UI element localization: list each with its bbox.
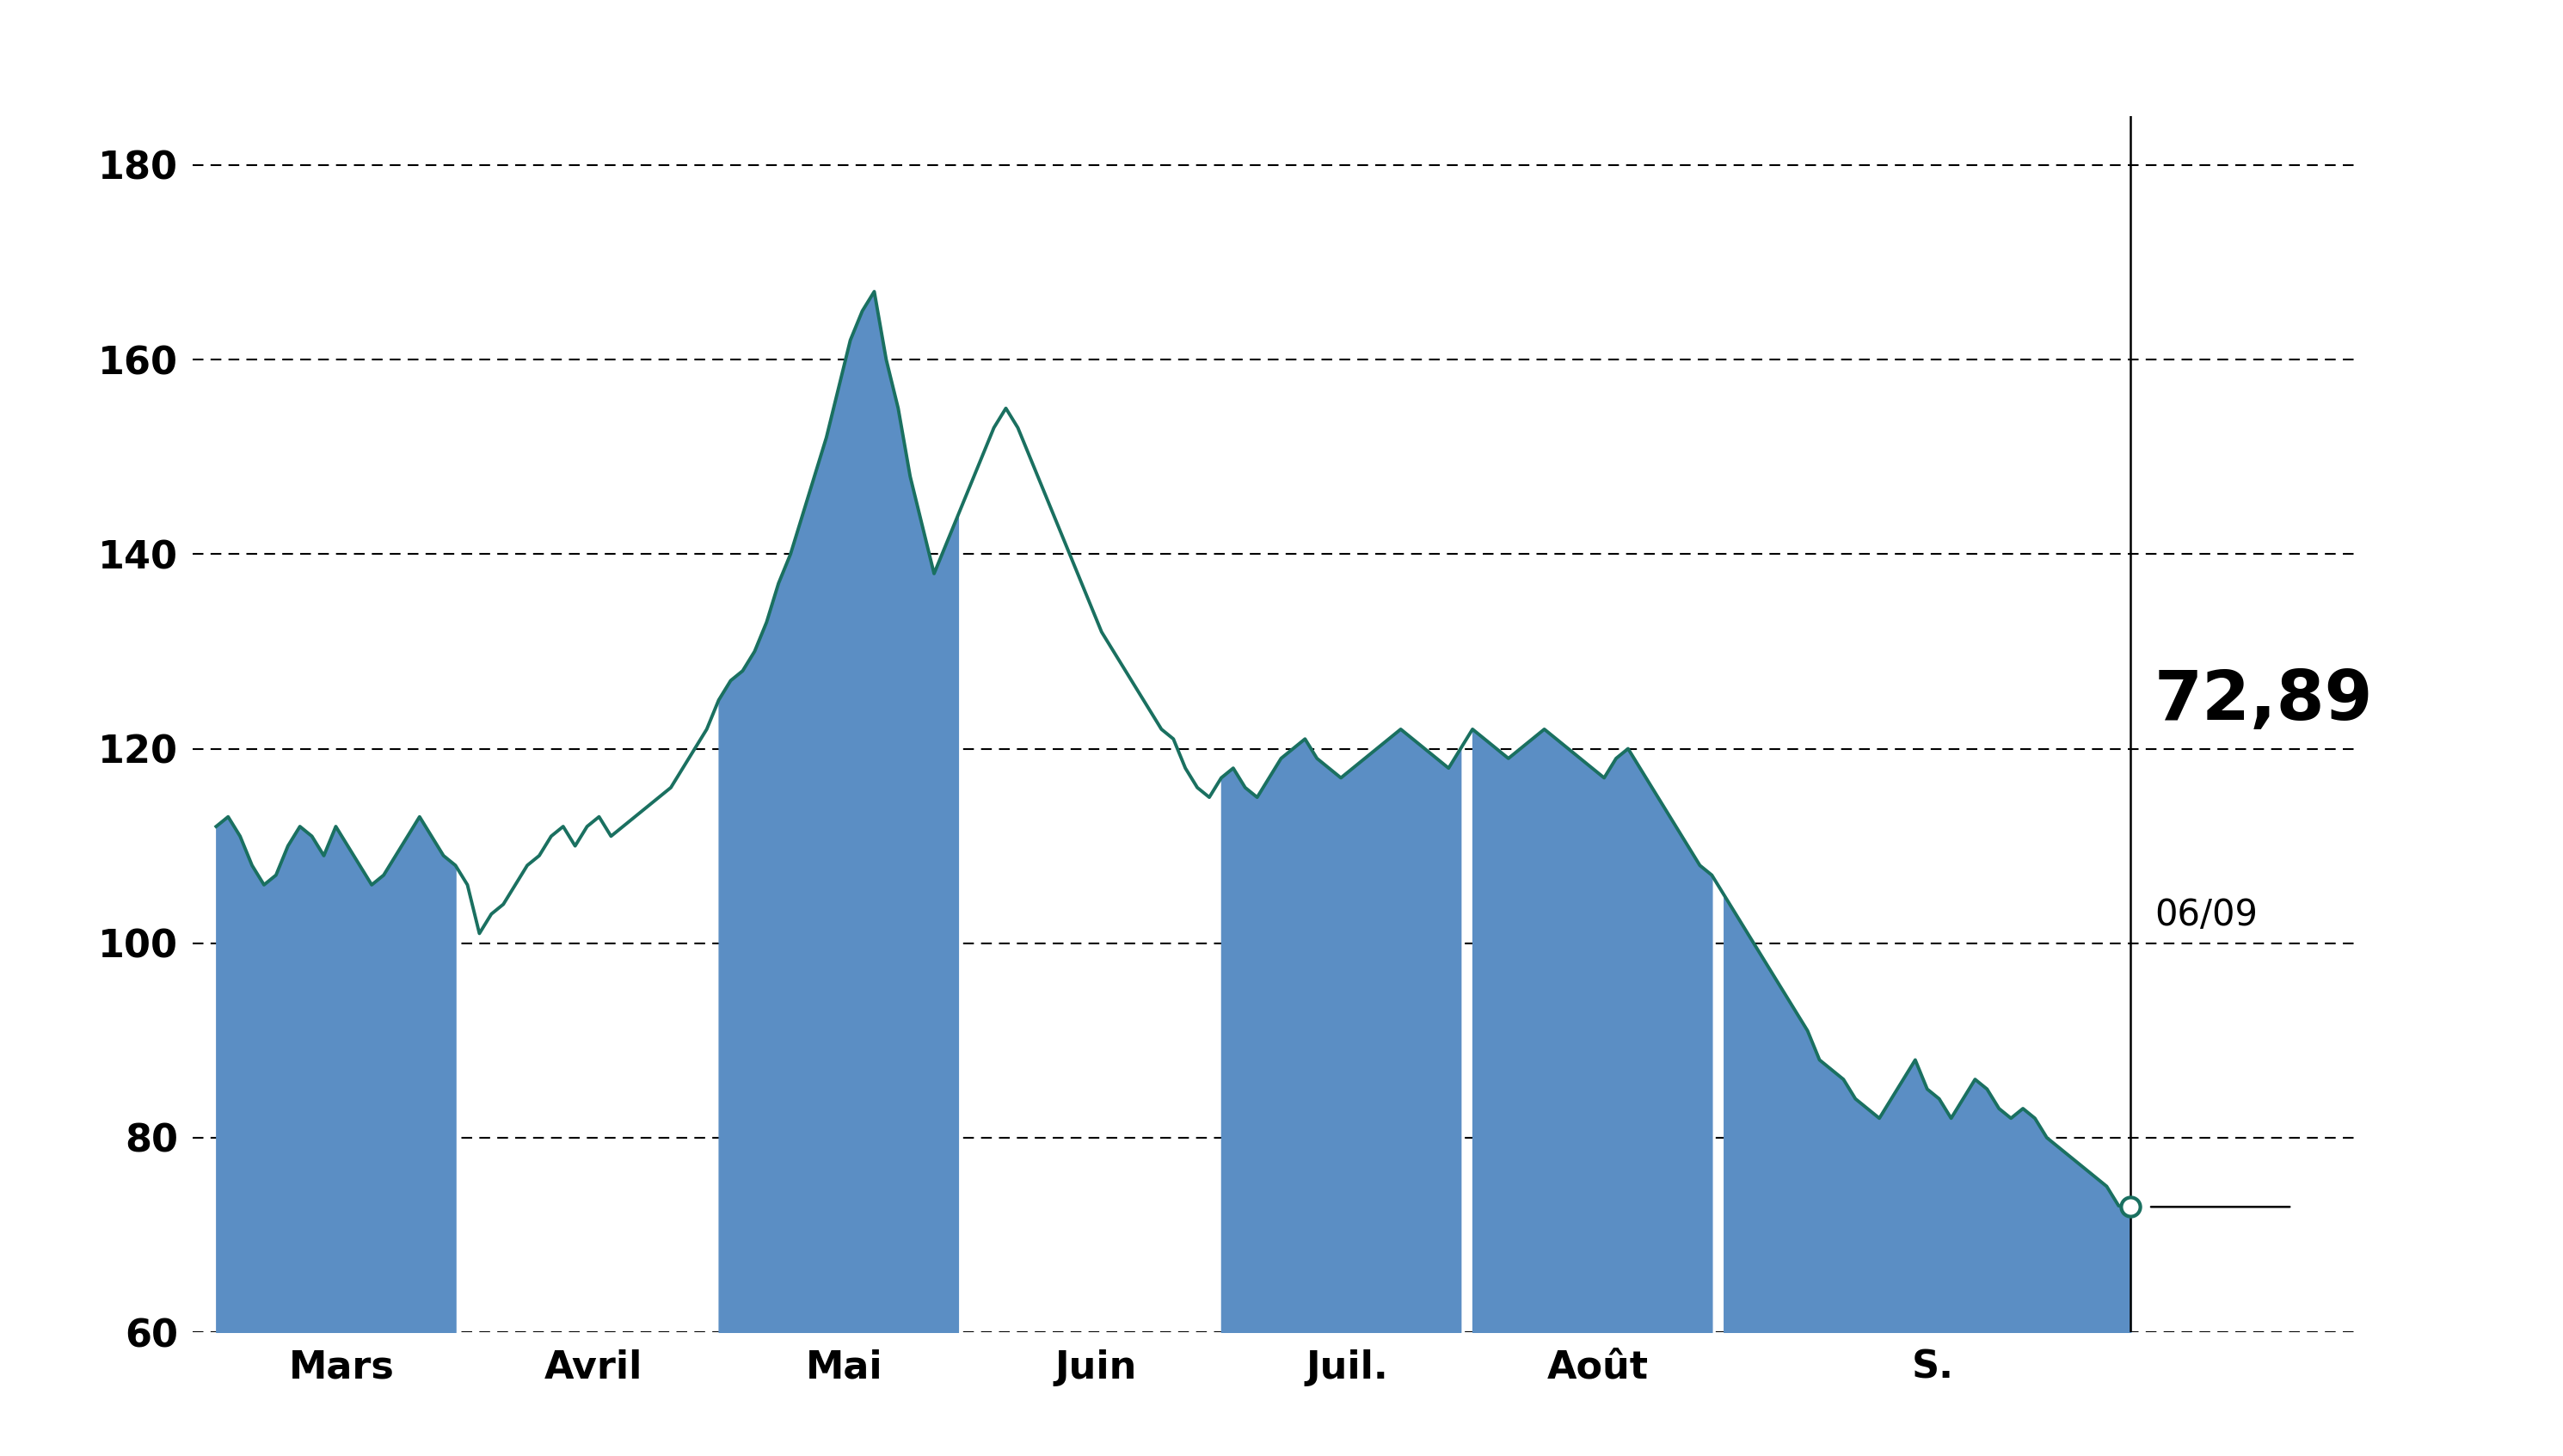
Text: 72,89: 72,89 [2155,667,2373,735]
Text: Moderna, Inc.: Moderna, Inc. [920,22,1643,112]
Text: 06/09: 06/09 [2155,897,2258,933]
